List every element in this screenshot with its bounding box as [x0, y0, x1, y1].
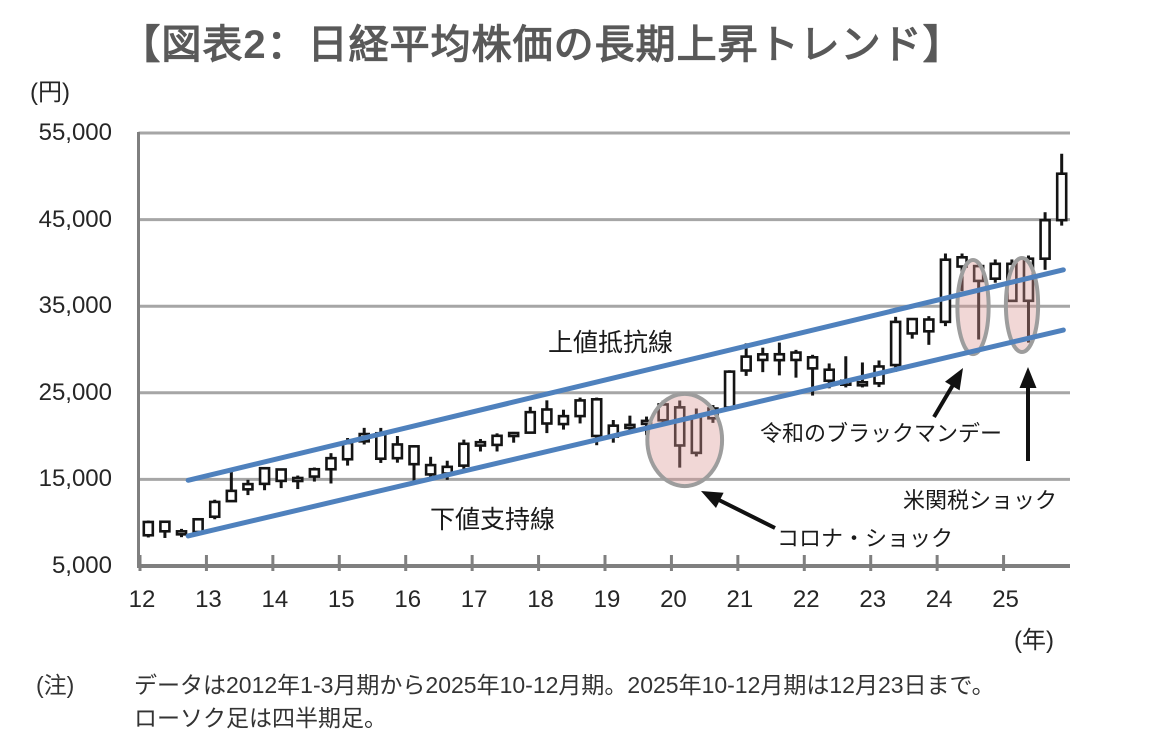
trendline-0 — [185, 267, 1066, 483]
y-tick-label-25,000: 25,000 — [38, 378, 112, 406]
candle-body-2018Q4 — [590, 398, 603, 438]
x-tick-label-16: 16 — [394, 586, 422, 613]
x-tick-label-13: 13 — [195, 586, 222, 613]
candle-body-2022Q1 — [806, 356, 819, 370]
x-tick-label-19: 19 — [593, 586, 621, 613]
candle-body-2024Q1 — [939, 258, 952, 324]
x-tick-label-23: 23 — [859, 586, 887, 613]
arrow-head-1 — [944, 368, 963, 391]
x-tick-label-24: 24 — [925, 586, 953, 613]
resistance-line-label: 上値抵抗線 — [548, 329, 674, 357]
candle-body-2021Q4 — [790, 351, 802, 362]
candle-body-2012Q4 — [192, 517, 204, 534]
candle-body-2018Q3 — [574, 399, 586, 418]
candle-body-2016Q4 — [458, 442, 470, 467]
candle-body-2014Q3 — [308, 467, 321, 478]
candle-body-2016Q2 — [424, 463, 437, 476]
candle-body-2014Q4 — [325, 456, 337, 471]
x-axis-unit-label: (年) — [1014, 627, 1054, 654]
x-tick-label-12: 12 — [128, 586, 156, 613]
candle-body-2018Q2 — [557, 414, 570, 426]
candle-body-2013Q1 — [208, 500, 221, 519]
arrow-head-2 — [1019, 367, 1037, 388]
candle-body-2017Q2 — [491, 434, 503, 447]
candle-body-2023Q2 — [889, 320, 902, 367]
candle-body-2021Q1 — [740, 355, 752, 372]
candle-body-2017Q4 — [524, 410, 537, 434]
candle-body-2019Q2 — [624, 423, 636, 430]
candle-body-2012Q3 — [175, 530, 188, 536]
us-tariff-shock-label: 米関税ショック — [903, 488, 1058, 513]
axes — [137, 132, 1070, 571]
x-tick-label-15: 15 — [327, 586, 355, 613]
note-prefix: (注) — [36, 672, 75, 698]
candle-body-2021Q2 — [756, 353, 769, 362]
candle-body-2014Q1 — [275, 468, 287, 483]
annotation-arrows — [701, 367, 1037, 530]
highlight-ellipse-1 — [955, 258, 991, 357]
arrow-line-0 — [715, 496, 776, 530]
support-line-label: 下値支持線 — [430, 506, 556, 534]
trendlines — [185, 267, 1066, 539]
corona-shock-label: コロナ・ショック — [777, 526, 954, 551]
chart-title: 【図表2：日経平均株価の長期上昇トレンド】 — [120, 23, 964, 67]
candle-body-2023Q4 — [923, 318, 935, 333]
x-tick-label-18: 18 — [527, 586, 554, 613]
arrow-head-0 — [701, 491, 724, 508]
candle-body-2015Q1 — [341, 441, 354, 461]
candle-body-2025Q3 — [1039, 218, 1051, 260]
y-tick-label-15,000: 15,000 — [38, 465, 112, 493]
candle-body-2017Q1 — [474, 440, 487, 447]
x-tick-label-14: 14 — [261, 586, 289, 613]
candle-body-2022Q2 — [823, 368, 835, 383]
candle-body-2017Q3 — [507, 431, 520, 438]
x-tick-label-20: 20 — [660, 586, 687, 613]
candle-body-2013Q3 — [242, 482, 254, 491]
x-tick-label-22: 22 — [792, 586, 820, 613]
highlight-ellipse-0 — [645, 391, 725, 489]
arrow-line-1 — [932, 381, 957, 419]
x-tick-label-21: 21 — [726, 586, 754, 613]
y-axis-unit-label: (円) — [30, 79, 70, 106]
candle-body-2014Q2 — [291, 476, 304, 483]
reiwa-black-monday-label: 令和のブラックマンデー — [760, 421, 1003, 446]
x-tick-label-25: 25 — [992, 586, 1019, 613]
candle-body-2018Q1 — [541, 408, 553, 425]
candle-body-2020Q1 — [673, 406, 686, 447]
candle-body-2013Q4 — [258, 466, 271, 486]
candle-body-2015Q4 — [391, 443, 404, 460]
trendline-1 — [185, 327, 1066, 539]
candle-body-2013Q2 — [225, 489, 238, 503]
candle-body-2020Q4 — [723, 370, 736, 409]
candle-body-2024Q4 — [989, 262, 1002, 280]
candle-body-2025Q4 — [1055, 172, 1068, 222]
note-text-line2: ローソク足は四半期足。 — [134, 705, 387, 731]
note-text-line1: データは2012年1-3月期から2025年10-12月期。2025年10-12月… — [134, 672, 995, 698]
x-tick-label-17: 17 — [460, 586, 488, 613]
candle-body-2012Q2 — [159, 520, 171, 533]
candle-body-2022Q4 — [856, 380, 869, 387]
y-tick-label-5,000: 5,000 — [51, 552, 112, 579]
y-tick-label-35,000: 35,000 — [38, 292, 112, 320]
y-tick-label-55,000: 55,000 — [38, 119, 112, 146]
y-tick-label-45,000: 45,000 — [38, 205, 112, 233]
candle-body-2016Q1 — [408, 445, 420, 466]
candle-body-2021Q3 — [773, 352, 786, 362]
candle-body-2012Q1 — [142, 520, 155, 537]
candle-body-2023Q3 — [906, 317, 919, 335]
